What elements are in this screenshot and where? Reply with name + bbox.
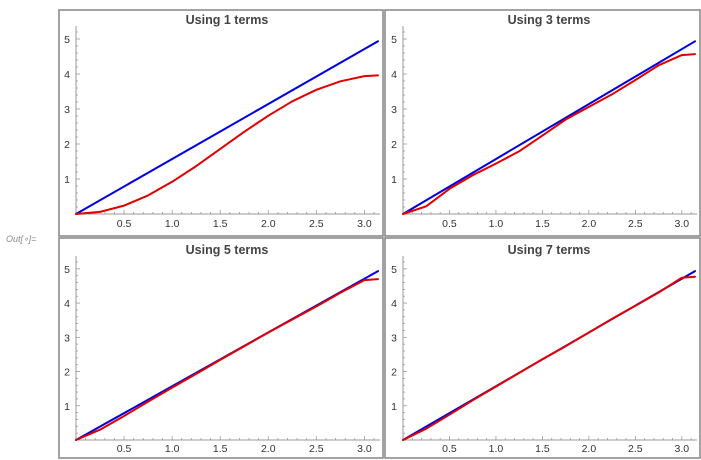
y-tick-label: 4 [391,298,397,310]
y-tick-label: 1 [391,174,397,186]
y-tick-label: 2 [64,367,70,379]
panel-title: Using 7 terms [508,243,591,257]
y-tick-label: 3 [391,332,397,344]
x-tick-label: 0.5 [117,443,132,455]
approximation-line [402,275,696,441]
x-tick-label: 1.5 [535,218,550,230]
x-tick-label: 2.5 [309,218,324,230]
y-tick-label: 3 [64,104,70,116]
y-tick-label: 4 [64,298,70,310]
x-tick-label: 2.5 [628,218,643,230]
y-tick-label: 1 [391,401,397,413]
reference-line [75,40,379,215]
x-tick-label: 1.0 [489,443,504,455]
panel-title: Using 3 terms [508,13,591,27]
y-tick-label: 5 [391,34,397,46]
y-tick-label: 4 [64,69,70,81]
x-tick-label: 0.5 [117,218,132,230]
y-tick-label: 1 [64,401,70,413]
x-tick-label: 0.5 [442,218,457,230]
reference-line [402,40,696,215]
x-tick-label: 2.0 [261,443,276,455]
panel-1-terms: Using 1 terms 0.5 1.0 1.5 2.0 2.5 3.0 1 2 3 4 5 [64,13,380,230]
panel-5-terms: Using 5 terms 0.5 1.0 1.5 2.0 2.5 3.0 1 2 3 4 5 [64,243,380,455]
panel-frames [58,9,701,459]
panel-title: Using 5 terms [186,243,269,257]
x-tick-label: 2.5 [628,443,643,455]
x-tick-label: 3.0 [675,443,690,455]
approximation-line [75,74,379,215]
panel-frame [58,9,384,237]
x-tick-label: 1.5 [213,218,228,230]
panel-frame [384,9,701,237]
y-tick-label: 2 [391,139,397,151]
x-tick-label: 1.5 [535,443,550,455]
y-tick-label: 4 [391,69,397,81]
y-tick-label: 5 [391,264,397,276]
panel-7-terms: Using 7 terms 0.5 1.0 1.5 2.0 2.5 3.0 1 2 3 4 5 [391,243,697,455]
x-tick-label: 3.0 [357,218,372,230]
x-tick-label: 2.0 [582,218,597,230]
y-tick-label: 2 [64,139,70,151]
x-tick-label: 3.0 [357,443,372,455]
y-tick-label: 3 [64,332,70,344]
output-label: Out[∘]= [6,234,37,244]
panel-title: Using 1 terms [186,13,269,27]
approximation-line [75,278,379,441]
x-tick-label: 2.0 [261,218,276,230]
x-tick-label: 1.0 [489,218,504,230]
x-tick-label: 0.5 [442,443,457,455]
x-tick-label: 3.0 [675,218,690,230]
y-tick-label: 1 [64,174,70,186]
y-tick-label: 5 [64,34,70,46]
panel-3-terms: Using 3 terms 0.5 1.0 1.5 2.0 2.5 3.0 1 2 3 4 5 [391,13,697,230]
y-tick-label: 3 [391,104,397,116]
x-tick-label: 1.5 [213,443,228,455]
panel-frame [384,237,701,459]
x-tick-label: 1.0 [165,443,180,455]
y-tick-label: 2 [391,367,397,379]
panel-frame [58,237,384,459]
approximation-line [402,53,696,215]
y-tick-label: 5 [64,264,70,276]
x-tick-label: 2.5 [309,443,324,455]
x-tick-label: 2.0 [582,443,597,455]
x-tick-label: 1.0 [165,218,180,230]
